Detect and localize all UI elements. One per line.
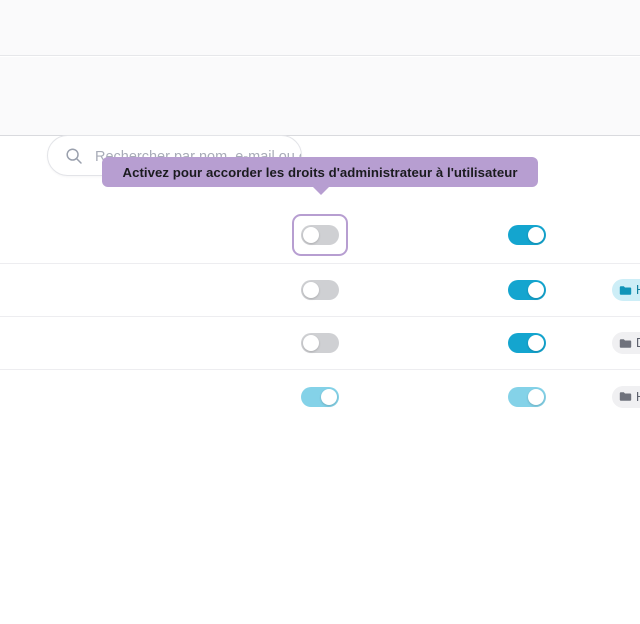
group-badge[interactable]: H	[612, 279, 640, 301]
admin-toggle[interactable]	[301, 224, 339, 245]
tooltip-arrow	[312, 186, 330, 195]
group-badge-label: D	[636, 336, 640, 350]
table-row[interactable]: ke.com	[0, 206, 640, 264]
active-toggle[interactable]	[508, 333, 546, 353]
toggle-knob	[303, 335, 319, 351]
admin-toggle[interactable]	[301, 280, 339, 300]
active-toggle[interactable]	[508, 386, 546, 407]
tooltip-text: Activez pour accorder les droits d'admin…	[122, 164, 518, 180]
toggle-knob	[528, 282, 544, 298]
toggle-knob	[303, 282, 319, 298]
folder-icon	[619, 391, 632, 402]
folder-icon	[619, 285, 632, 296]
toggle-knob	[321, 388, 337, 405]
folder-icon	[619, 338, 632, 349]
table-row[interactable]: m H	[0, 264, 640, 317]
group-badge[interactable]: D	[612, 332, 640, 354]
users-table: ke.com m H	[0, 206, 640, 423]
toggle-knob	[528, 226, 544, 243]
top-header-band	[0, 0, 640, 56]
group-badge-label: H	[636, 390, 640, 404]
toggle-knob	[528, 388, 544, 405]
active-toggle[interactable]	[508, 280, 546, 300]
admin-toggle[interactable]	[301, 333, 339, 353]
group-badge-label: H	[636, 283, 640, 297]
search-toolbar: 'accès	[0, 57, 640, 176]
toggle-knob	[303, 226, 319, 243]
table-row[interactable]: H	[0, 370, 640, 423]
admin-toggle-tooltip: Activez pour accorder les droits d'admin…	[102, 157, 538, 187]
table-row[interactable]: D	[0, 317, 640, 370]
active-toggle[interactable]	[508, 224, 546, 245]
admin-toggle[interactable]	[301, 386, 339, 407]
toggle-knob	[528, 335, 544, 351]
search-icon	[65, 147, 83, 165]
group-badge[interactable]: H	[612, 385, 640, 408]
